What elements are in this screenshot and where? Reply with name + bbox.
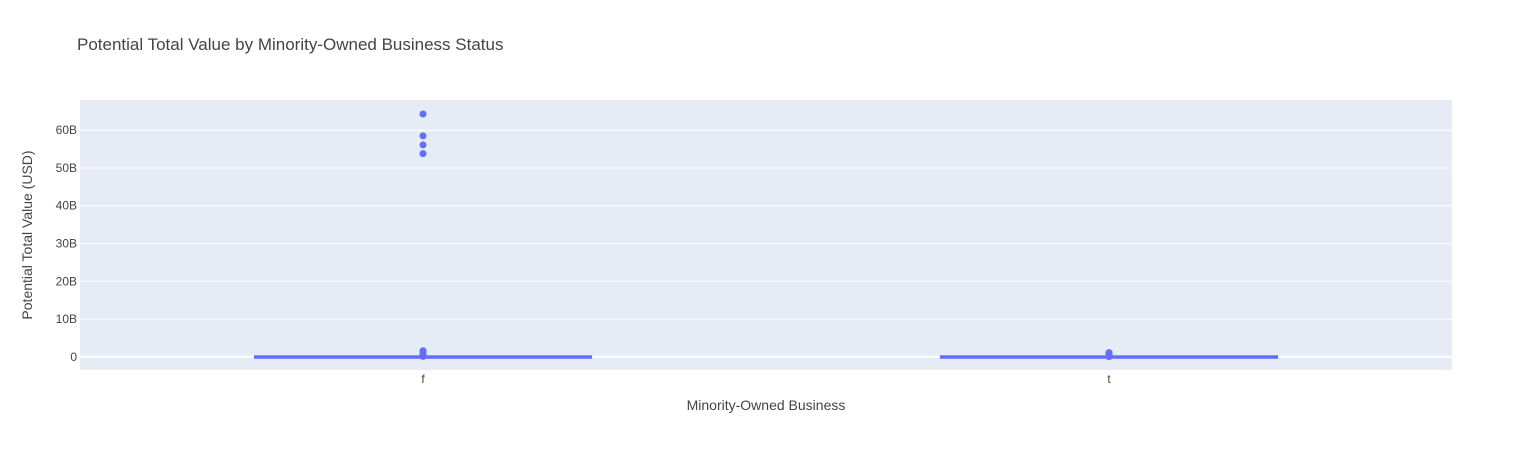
x-tick-label: f <box>421 372 425 386</box>
plot-area <box>80 100 1452 370</box>
outlier-point <box>419 132 427 140</box>
outlier-point <box>419 352 427 360</box>
y-axis-ticks: 0 10B 20B 30B 40B 50B 60B <box>56 123 78 364</box>
y-tick-label: 30B <box>56 236 77 250</box>
y-tick-label: 50B <box>56 161 77 175</box>
y-axis-title: Potential Total Value (USD) <box>19 150 35 319</box>
y-tick-label: 10B <box>56 312 77 326</box>
y-tick-label: 60B <box>56 123 77 137</box>
box-traces <box>253 110 1279 361</box>
y-tick-label: 40B <box>56 199 77 213</box>
box-trace-f <box>253 110 593 360</box>
y-tick-label: 0 <box>70 350 77 364</box>
x-tick-label: t <box>1107 372 1111 386</box>
outlier-point <box>419 150 427 158</box>
y-tick-label: 20B <box>56 274 77 288</box>
box-trace-t <box>939 349 1279 361</box>
outlier-point <box>419 110 427 118</box>
outlier-point <box>419 141 427 149</box>
outlier-point <box>1105 353 1113 361</box>
x-axis-title: Minority-Owned Business <box>687 397 846 413</box>
chart-title: Potential Total Value by Minority-Owned … <box>77 35 503 54</box>
